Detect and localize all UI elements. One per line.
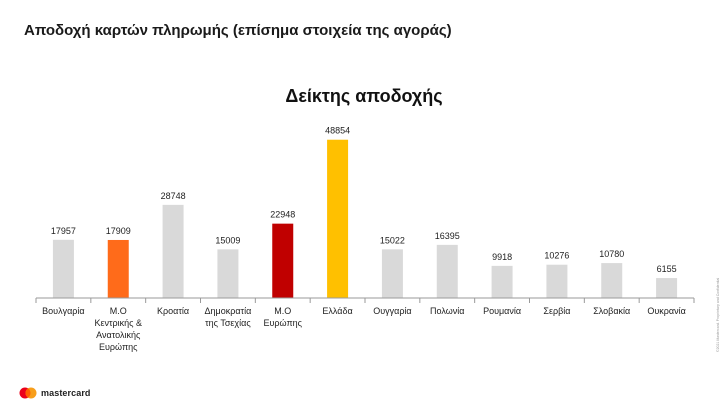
bar xyxy=(381,249,403,298)
bar xyxy=(546,264,568,298)
data-label: 17909 xyxy=(106,226,131,236)
data-label: 48854 xyxy=(325,126,350,136)
bar xyxy=(52,239,74,298)
category-label: Σερβία xyxy=(543,306,570,316)
category-label: της Τσεχίας xyxy=(205,318,251,328)
data-label: 15022 xyxy=(380,235,405,245)
category-label: Ουγγαρία xyxy=(373,306,411,316)
bar xyxy=(272,223,294,298)
data-label: 28748 xyxy=(161,191,186,201)
data-label: 9918 xyxy=(492,252,512,262)
data-label: 17957 xyxy=(51,226,76,236)
mastercard-logo: mastercard xyxy=(19,387,91,399)
slide-title: Αποδοχή καρτών πληρωμής (επίσημα στοιχεί… xyxy=(24,22,452,39)
bar xyxy=(491,265,513,298)
data-label: 22948 xyxy=(270,210,295,220)
category-label: Ευρώπης xyxy=(99,342,138,352)
bar xyxy=(436,244,458,298)
data-label: 10780 xyxy=(599,249,624,259)
bar xyxy=(327,139,349,298)
chart-title: Δείκτης αποδοχής xyxy=(285,86,443,106)
category-label: Βουλγαρία xyxy=(42,306,84,316)
category-label: Μ.Ο xyxy=(110,306,127,316)
data-label: 16395 xyxy=(435,231,460,241)
data-label: 10276 xyxy=(544,251,569,261)
copyright-note: ©2021 Mastercard. Proprietary and Confid… xyxy=(716,277,720,352)
category-label: Ουκρανία xyxy=(647,306,685,316)
category-label: Δημοκρατία xyxy=(205,306,252,316)
data-label: 15009 xyxy=(215,235,240,245)
mastercard-circles-icon xyxy=(19,387,37,399)
category-label: Ευρώπης xyxy=(264,318,303,328)
bar xyxy=(107,239,129,298)
category-label: Κροατία xyxy=(157,306,189,316)
category-label: Ρουμανία xyxy=(483,306,521,316)
category-label: Πολωνία xyxy=(430,306,464,316)
category-label: Κεντρικής & xyxy=(94,318,142,328)
mastercard-wordmark: mastercard xyxy=(41,388,91,398)
category-label: Ελλάδα xyxy=(322,306,352,316)
bar xyxy=(601,263,623,298)
data-label: 6155 xyxy=(657,264,677,274)
bar xyxy=(162,204,184,298)
bar xyxy=(656,278,678,298)
category-label: Ανατολικής xyxy=(96,330,141,340)
category-label: Μ.Ο xyxy=(274,306,291,316)
bar xyxy=(217,249,239,298)
category-label: Σλοβακία xyxy=(593,306,630,316)
